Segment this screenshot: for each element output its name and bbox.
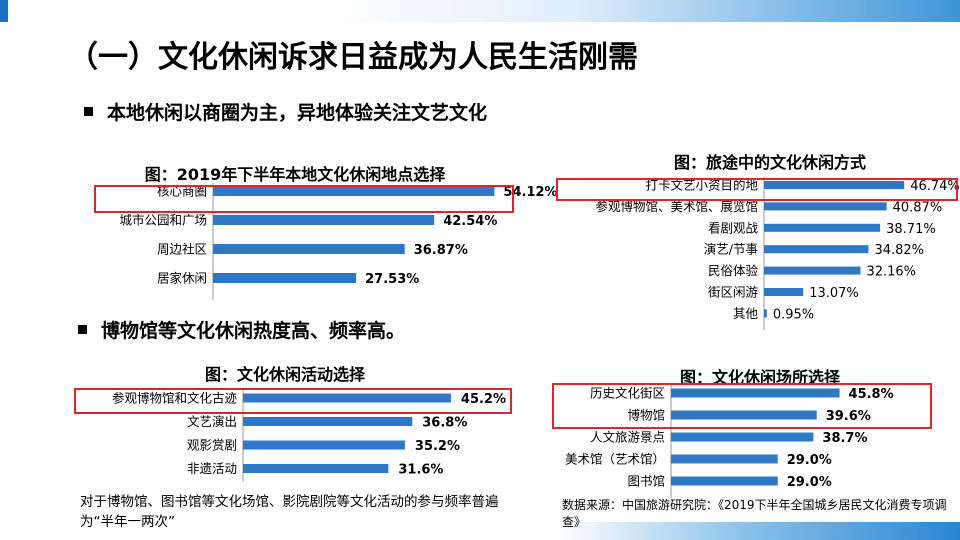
footnote: 对于博物馆、图书馆等文化场馆、影院剧院等文化活动的参与频率普遍为“半年一两次” [80,494,499,530]
chart-3-category-label: 历史文化街区 [590,386,665,401]
bullet-text: 本地休闲以商圈为主，异地体验关注文艺文化 [107,102,488,124]
chart-3-bar [671,388,840,398]
chart-title-activity: 图：文化休闲活动选择 [204,365,365,384]
chart-2-category-label: 参观博物馆和文化古迹 [112,391,238,406]
chart-3-value-label: 39.6% [826,409,871,424]
chart-1-value-label: 46.74% [910,179,960,194]
chart-2-bar [243,393,451,403]
chart-3-category-label: 美术馆（艺术馆） [565,452,665,467]
chart-3-bar [671,410,817,420]
chart-1-value-label: 34.82% [874,243,924,258]
chart-title-travel: 图：旅途中的文化休闲方式 [673,153,866,172]
chart-2-value-label: 35.2% [415,439,460,454]
chart-2-value-label: 45.2% [461,392,506,407]
chart-3-value-label: 29.0% [787,475,832,490]
chart-0-category-label: 居家休闲 [157,271,207,286]
chart-0-value-label: 54.12% [503,185,557,200]
chart-2-bar [243,464,389,473]
chart-1-bar [764,223,881,232]
chart-1-value-label: 0.95% [773,307,814,322]
chart-0-category-label: 核心商圈 [157,184,207,199]
chart-1-value-label: 38.71% [886,222,936,237]
bullet-square-icon [84,107,93,116]
chart-1-category-label: 演艺/节事 [704,242,758,257]
chart-2-category-label: 观影赏剧 [187,438,237,453]
chart-1-bar [764,181,905,189]
chart-1-bar [764,309,767,318]
chart-0-category-label: 周边社区 [157,242,207,257]
chart-1-category-label: 看剧观战 [708,220,759,235]
chart-1-bar [764,288,804,296]
chart-0-bar [213,215,435,225]
chart-0-highlight-box [94,185,514,213]
chart-3-highlight-box [552,383,932,429]
bullet-text: 博物馆等文化休闲热度高、频率高。 [101,320,406,342]
bullet-local-leisure: 本地休闲以商圈为主，异地体验关注文艺文化 [84,98,487,125]
chart-3-bar [671,476,778,486]
chart-1-value-label: 40.87% [893,200,943,215]
chart-3-category-label: 博物馆 [627,408,665,423]
header-accent [0,0,8,22]
chart-1-category-label: 其他 [733,306,759,321]
header-band [0,0,960,22]
chart-3-value-label: 38.7% [822,431,867,446]
chart-1-bar [764,266,861,275]
chart-0-value-label: 27.53% [365,272,419,287]
chart-title-local: 图：2019年下半年本地文化休闲地点选择 [144,165,446,184]
chart-3-value-label: 29.0% [787,453,832,468]
chart-3-category-label: 图书馆 [627,474,665,489]
data-source: 数据来源：中国旅游研究院：《2019下半年全国城乡居民文化消费专项调查》 [562,498,947,529]
chart-0-value-label: 36.87% [414,243,468,258]
chart-1-category-label: 民俗体验 [708,263,759,278]
chart-title-venue: 图：文化休闲场所选择 [679,368,840,387]
chart-1-category-label: 街区闲游 [708,285,759,300]
chart-2-value-label: 36.8% [422,416,467,431]
chart-0-bar [213,273,357,283]
chart-0-bar [213,186,495,196]
chart-3-bar [671,432,814,442]
chart-1-category-label: 打卡文艺小资目的地 [645,178,758,193]
chart-2-bar [243,440,405,450]
chart-3-category-label: 人文旅游景点 [590,430,665,445]
chart-1-value-label: 32.16% [866,265,916,280]
bullet-museum: 博物馆等文化休闲热度高、频率高。 [78,316,405,343]
page-title: （一）文化休闲诉求日益成为人民生活刚需 [68,40,638,75]
chart-2-highlight-box [74,388,512,414]
chart-3-bar [671,454,778,464]
chart-3-value-label: 45.8% [849,387,894,402]
footer-band [560,522,960,540]
bullet-square-icon [78,325,87,334]
chart-1-value-label: 13.07% [809,286,859,301]
chart-2-value-label: 31.6% [398,463,443,478]
chart-2-category-label: 非遗活动 [187,461,237,476]
chart-0-bar [213,244,405,254]
chart-2-category-label: 文艺演出 [187,414,237,429]
chart-1-category-label: 参观博物馆、美术馆、展览馆 [595,199,758,214]
chart-1-bar [764,202,887,211]
chart-2-bar [243,417,413,426]
chart-1-bar [764,245,869,254]
chart-1-highlight-box [556,178,958,201]
chart-0-category-label: 城市公园和广场 [119,213,207,228]
chart-0-value-label: 42.54% [443,214,497,229]
